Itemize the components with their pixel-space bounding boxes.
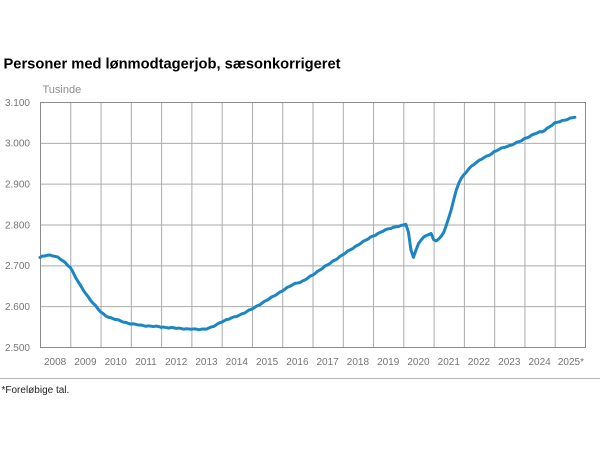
svg-text:2.900: 2.900 bbox=[5, 180, 30, 191]
svg-text:2008: 2008 bbox=[44, 357, 67, 368]
svg-text:Tusinde: Tusinde bbox=[43, 84, 82, 96]
svg-text:2021: 2021 bbox=[438, 357, 461, 368]
svg-text:2.500: 2.500 bbox=[5, 343, 30, 354]
svg-text:2022: 2022 bbox=[468, 357, 491, 368]
svg-text:2.600: 2.600 bbox=[5, 302, 30, 313]
svg-text:2018: 2018 bbox=[347, 357, 370, 368]
svg-text:2025*: 2025* bbox=[558, 357, 584, 368]
svg-text:2010: 2010 bbox=[105, 357, 128, 368]
svg-text:2015: 2015 bbox=[256, 357, 279, 368]
svg-text:*Foreløbige tal.: *Foreløbige tal. bbox=[2, 385, 70, 396]
svg-text:Personer med lønmodtagerjob, s: Personer med lønmodtagerjob, sæsonkorrig… bbox=[4, 57, 341, 73]
svg-text:2024: 2024 bbox=[528, 357, 551, 368]
svg-text:3.000: 3.000 bbox=[5, 139, 30, 150]
svg-text:2013: 2013 bbox=[195, 357, 218, 368]
svg-text:2.800: 2.800 bbox=[5, 220, 30, 231]
svg-text:3.100: 3.100 bbox=[5, 98, 30, 109]
svg-text:2009: 2009 bbox=[74, 357, 97, 368]
svg-text:2016: 2016 bbox=[286, 357, 309, 368]
svg-text:2020: 2020 bbox=[407, 357, 430, 368]
svg-text:2011: 2011 bbox=[135, 357, 157, 368]
svg-text:2012: 2012 bbox=[165, 357, 188, 368]
svg-text:2017: 2017 bbox=[316, 357, 339, 368]
svg-text:2.700: 2.700 bbox=[5, 261, 30, 272]
svg-text:2019: 2019 bbox=[377, 357, 400, 368]
svg-text:2014: 2014 bbox=[226, 357, 249, 368]
svg-text:2023: 2023 bbox=[498, 357, 521, 368]
